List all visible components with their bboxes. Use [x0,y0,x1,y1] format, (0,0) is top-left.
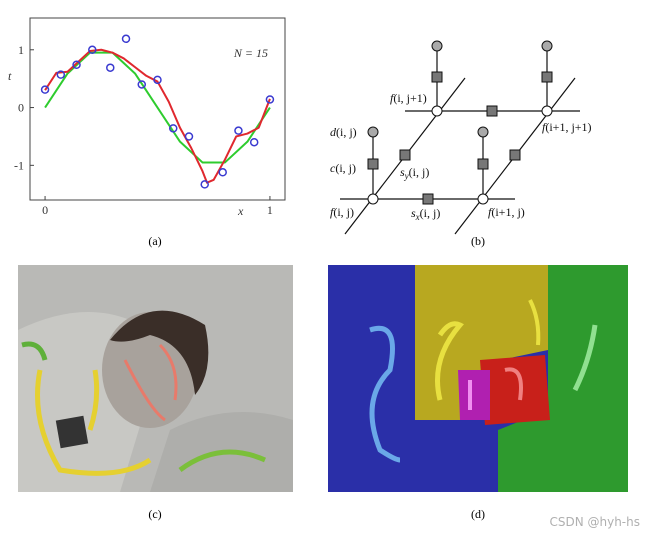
label-args: (i, j) [409,165,430,179]
annotation: N = 15 [233,46,268,60]
label-name: f [542,120,547,134]
label-name: f [330,205,335,219]
region-red [480,355,550,425]
data-point [249,137,259,147]
node-label: f(i, j+1) [390,91,427,105]
label-name: d [330,125,337,139]
scribble [21,341,48,361]
label-args: (i+1, j) [491,205,524,219]
factor [477,158,489,170]
node-label: f(i, j) [330,205,354,219]
curve [44,48,271,184]
label-args: (i, j) [336,125,357,139]
diagram-nodes [367,40,553,205]
data-point [72,60,81,70]
node-label: f(i+1, j+1) [542,120,592,134]
diagram-labels: f(i, j+1) d(i, j) c(i, j) sy(i, j) f(i, … [330,91,592,222]
scribble [572,324,598,392]
data-point [200,180,209,189]
variable-node [477,193,489,205]
data-node [367,126,379,138]
region-green [498,265,628,492]
hair [110,310,209,395]
factor [541,71,553,83]
factor [367,158,379,170]
variable-node [367,193,379,205]
label-args: (i, j) [335,161,356,175]
plot-frame [29,17,286,201]
data-point [184,132,194,141]
label-name: c [330,161,336,175]
data-point [168,124,178,133]
scribble [123,359,166,422]
scribble [35,369,152,476]
label-args: (i, j+1) [393,91,426,105]
x-tick-label: 0 [42,203,48,217]
data-point [88,45,97,55]
data-point [40,85,50,94]
scribble [435,321,464,401]
scribble [87,369,100,431]
y-axis-label: t [8,69,12,83]
photo-segmentation [328,265,628,492]
label-args: (i, j) [420,206,441,220]
factor [399,149,411,161]
data-point [218,168,227,177]
scribble [369,326,401,463]
x-axis-label: x [237,204,244,218]
node-label: sx(i, j) [411,206,440,222]
patch [55,415,89,449]
x-tick-label: 1 [267,203,273,217]
scribble [504,367,523,401]
caption: (b) [471,234,485,248]
label-sub: x [415,212,420,222]
data-point [137,80,147,89]
label-name: f [390,91,395,105]
label-name: f [488,205,493,219]
label-name: s [400,165,405,179]
label-args: (i+1, j+1) [545,120,591,134]
node-label: d(i, j) [330,125,357,139]
scribble [178,449,267,473]
caption: (c) [148,507,161,521]
factor [509,149,521,161]
factor [486,105,498,117]
caption: (d) [471,507,485,521]
factor [431,71,443,83]
caption: (a) [148,234,161,248]
data-point [56,70,66,79]
data-point [106,63,115,72]
label-name: s [411,206,416,220]
data-node [477,126,489,138]
watermark: CSDN @hyh-hs [549,515,640,529]
label-sub: y [404,171,409,181]
curve [44,51,271,164]
region-yellow [415,265,548,420]
y-tick-label: 0 [18,101,24,115]
factor [422,193,434,205]
y-tick-label: 1 [18,43,24,57]
scribble [158,343,178,401]
data-point [153,75,162,85]
node-label: c(i, j) [330,161,356,175]
y-tick-label: -1 [14,158,24,172]
node-label: f(i+1, j) [488,205,525,219]
data-point [121,34,131,44]
data-point [234,126,243,135]
plot-panel: N = 15 x t 0 1 -1 0 1 [8,17,286,218]
data-node [431,40,443,52]
variable-node [541,105,553,117]
scribble [528,299,541,346]
node-label: sy(i, j) [400,165,429,181]
photo-child [18,265,293,492]
variable-node [431,105,443,117]
label-args: (i, j) [333,205,354,219]
data-point [265,95,275,104]
data-node [541,40,553,52]
region-magenta [458,370,490,420]
